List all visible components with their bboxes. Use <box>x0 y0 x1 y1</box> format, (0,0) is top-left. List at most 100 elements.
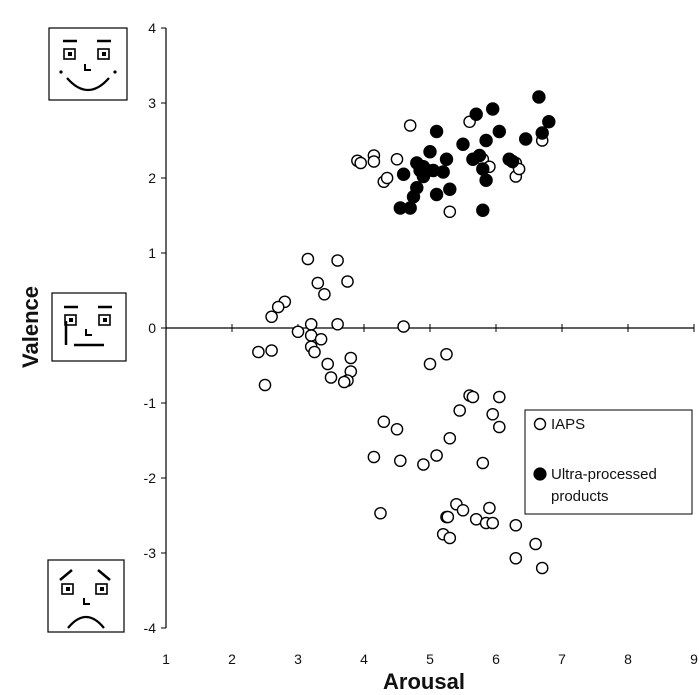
data-point-iaps <box>443 531 457 545</box>
data-point-iaps <box>483 501 496 515</box>
data-point-iaps <box>341 275 354 288</box>
data-point-ultra-processed <box>542 115 556 129</box>
x-tick-label: 4 <box>360 651 368 667</box>
y-tick-label: -1 <box>144 395 157 411</box>
data-point-ultra-processed <box>472 148 487 163</box>
data-point-ultra-processed <box>443 182 457 196</box>
data-point-ultra-processed <box>535 126 549 140</box>
legend-label-iaps: IAPS <box>551 416 585 433</box>
x-tick-label: 5 <box>426 651 434 667</box>
y-tick-label: -2 <box>144 470 157 486</box>
y-tick-label: 1 <box>148 245 156 261</box>
data-point-iaps <box>354 156 368 170</box>
sad-face-icon <box>47 559 125 633</box>
data-point-iaps <box>308 345 321 359</box>
x-tick-label: 2 <box>228 651 236 667</box>
y-tick-label: 4 <box>148 20 156 36</box>
data-point-iaps <box>430 449 443 462</box>
data-point-iaps <box>344 351 358 365</box>
y-tick-label: 2 <box>148 170 156 186</box>
data-point-iaps <box>377 415 391 429</box>
neutral-face-icon <box>51 292 127 362</box>
series-ultra-processed <box>393 90 556 217</box>
data-point-iaps <box>441 510 455 524</box>
data-point-ultra-processed <box>416 169 431 184</box>
data-point-iaps <box>374 506 387 520</box>
data-point-iaps <box>337 375 351 389</box>
y-tick-label: 3 <box>148 95 156 111</box>
x-tick-label: 1 <box>162 651 170 667</box>
legend-label-ultra-processed: Ultra-processed products <box>551 466 661 505</box>
data-point-iaps <box>443 205 457 219</box>
y-tick-label: -3 <box>144 545 157 561</box>
data-point-iaps <box>535 561 549 575</box>
series-iaps <box>252 115 549 575</box>
data-point-iaps <box>291 325 305 339</box>
data-point-iaps <box>311 276 325 290</box>
data-point-iaps <box>509 551 523 565</box>
data-point-iaps <box>492 420 506 434</box>
data-point-iaps <box>509 518 523 532</box>
data-point-ultra-processed <box>429 187 444 202</box>
data-point-ultra-processed <box>429 124 444 139</box>
data-point-ultra-processed <box>406 190 421 204</box>
data-point-ultra-processed <box>436 165 450 179</box>
data-point-ultra-processed <box>403 201 417 215</box>
x-tick-label: 7 <box>558 651 566 667</box>
data-point-ultra-processed <box>519 132 533 146</box>
data-point-ultra-processed <box>439 152 454 166</box>
legend-label-line-1: Ultra-processed <box>551 466 657 483</box>
data-point-ultra-processed <box>469 107 483 121</box>
data-point-iaps <box>380 171 394 185</box>
data-point-iaps <box>271 300 285 314</box>
data-point-iaps <box>397 320 410 333</box>
data-point-iaps <box>390 152 404 166</box>
data-point-iaps <box>390 422 404 436</box>
data-point-ultra-processed <box>479 133 493 148</box>
data-point-ultra-processed <box>486 102 500 116</box>
data-point-ultra-processed <box>396 167 411 181</box>
x-tick-label: 9 <box>690 651 698 667</box>
data-point-ultra-processed <box>492 124 506 139</box>
y-axis-title: Valence <box>18 286 43 368</box>
data-point-iaps <box>304 317 318 331</box>
data-point-ultra-processed <box>505 154 520 169</box>
legend-box <box>524 409 693 515</box>
data-point-iaps <box>265 310 278 324</box>
legend: IAPS Ultra-processed products <box>524 409 693 515</box>
y-ticks: 4 3 2 1 0 -1 -2 -3 -4 <box>144 20 166 636</box>
data-point-iaps <box>492 390 506 404</box>
x-tick-label: 3 <box>294 651 302 667</box>
data-point-iaps <box>301 252 315 266</box>
data-point-iaps <box>258 378 272 392</box>
data-point-ultra-processed <box>456 137 470 151</box>
data-point-iaps <box>367 450 381 464</box>
happy-face-icon <box>48 27 128 101</box>
data-point-iaps <box>440 347 453 361</box>
data-point-ultra-processed <box>532 90 546 104</box>
data-point-iaps <box>324 371 338 384</box>
data-point-iaps <box>486 516 500 530</box>
data-point-iaps <box>423 357 437 371</box>
x-tick-label: 8 <box>624 651 632 667</box>
legend-marker-ultra-processed <box>533 467 547 481</box>
data-point-ultra-processed <box>423 145 437 159</box>
data-point-iaps <box>466 390 480 404</box>
data-point-iaps <box>443 431 457 445</box>
data-point-iaps <box>476 456 490 470</box>
y-tick-label: 0 <box>148 320 156 336</box>
x-tick-label: 6 <box>492 651 500 667</box>
data-point-iaps <box>321 357 335 371</box>
data-point-iaps <box>331 254 344 267</box>
data-point-ultra-processed <box>479 173 493 187</box>
data-point-iaps <box>331 317 344 331</box>
points-layer <box>252 90 556 575</box>
data-point-iaps <box>403 119 417 132</box>
data-point-iaps <box>265 344 278 357</box>
data-point-iaps <box>367 155 381 168</box>
data-point-ultra-processed <box>476 162 490 176</box>
data-point-iaps <box>453 404 467 417</box>
data-point-iaps <box>252 345 265 359</box>
data-point-iaps <box>529 537 542 551</box>
